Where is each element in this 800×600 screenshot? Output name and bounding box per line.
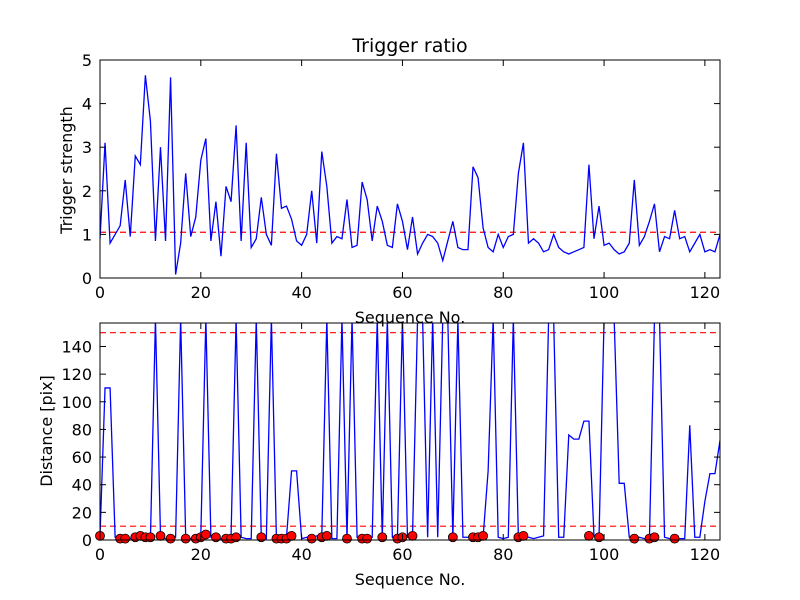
top-y-axis-label: Trigger strength xyxy=(57,106,76,235)
bottom-marker-point xyxy=(180,533,191,544)
top-x-tick-label: 100 xyxy=(589,283,620,302)
top-x-tick-label: 60 xyxy=(392,283,412,302)
bottom-marker-point xyxy=(342,533,352,544)
top-y-tick-label: 0 xyxy=(82,269,92,288)
bottom-marker-point xyxy=(478,530,488,541)
top-y-tick-label: 4 xyxy=(82,95,92,114)
top-x-tick-label: 40 xyxy=(291,283,311,302)
top-series-line-0 xyxy=(100,75,720,275)
bottom-marker-point xyxy=(447,532,458,543)
bottom-plot-frame xyxy=(99,322,721,541)
bottom-x-tick-label: 120 xyxy=(690,545,721,564)
bottom-marker-point xyxy=(629,533,640,544)
bottom-marker-point xyxy=(377,532,388,543)
bottom-marker-point xyxy=(362,533,373,544)
top-y-tick-label: 2 xyxy=(82,182,92,201)
top-x-axis-label: Sequence No. xyxy=(355,308,466,327)
bottom-marker-point xyxy=(518,530,529,541)
bottom-marker-point xyxy=(306,533,317,544)
bottom-marker-point xyxy=(669,533,680,544)
bottom-y-tick-label: 140 xyxy=(61,337,92,356)
bottom-marker-point xyxy=(321,530,332,541)
bottom-marker-point xyxy=(165,533,176,544)
bottom-marker-point xyxy=(584,530,594,541)
top-y-tick-label: 3 xyxy=(82,138,92,157)
top-x-tick-label: 120 xyxy=(690,283,721,302)
bottom-y-tick-label: 80 xyxy=(72,420,92,439)
bottom-x-axis-label: Sequence No. xyxy=(355,570,466,589)
top-x-tick-label: 0 xyxy=(95,283,105,302)
bottom-y-tick-label: 0 xyxy=(82,531,92,550)
bottom-y-tick-label: 20 xyxy=(72,503,92,522)
bottom-y-axis-label: Distance [pix] xyxy=(37,375,56,487)
bottom-marker-point xyxy=(145,532,156,543)
bottom-marker-point xyxy=(231,532,241,543)
bottom-y-tick-label: 40 xyxy=(72,476,92,495)
bottom-marker-point xyxy=(286,530,297,541)
bottom-marker-point xyxy=(407,530,418,541)
bottom-x-tick-label: 20 xyxy=(191,545,211,564)
top-x-tick-label: 80 xyxy=(493,283,513,302)
bottom-marker-point xyxy=(211,532,221,543)
bottom-marker-point xyxy=(594,532,604,543)
bottom-marker-point xyxy=(256,532,267,543)
bottom-y-tick-label: 120 xyxy=(61,365,92,384)
bottom-x-tick-label: 0 xyxy=(95,545,105,564)
bottom-marker-point xyxy=(200,529,211,540)
bottom-marker-point xyxy=(120,533,131,544)
bottom-marker-point xyxy=(649,532,660,543)
bottom-y-tick-label: 100 xyxy=(61,393,92,412)
bottom-series-line-0 xyxy=(100,323,720,540)
top-plot-frame xyxy=(99,59,721,279)
bottom-x-tick-label: 100 xyxy=(589,545,620,564)
top-y-tick-label: 5 xyxy=(82,51,92,70)
chart-title: Trigger ratio xyxy=(351,35,467,57)
bottom-x-tick-label: 40 xyxy=(291,545,311,564)
bottom-x-tick-label: 80 xyxy=(493,545,513,564)
top-y-tick-label: 1 xyxy=(82,225,92,244)
bottom-x-tick-label: 60 xyxy=(392,545,412,564)
top-x-tick-label: 20 xyxy=(191,283,211,302)
bottom-y-tick-label: 60 xyxy=(72,448,92,467)
bottom-marker-point xyxy=(155,530,166,541)
